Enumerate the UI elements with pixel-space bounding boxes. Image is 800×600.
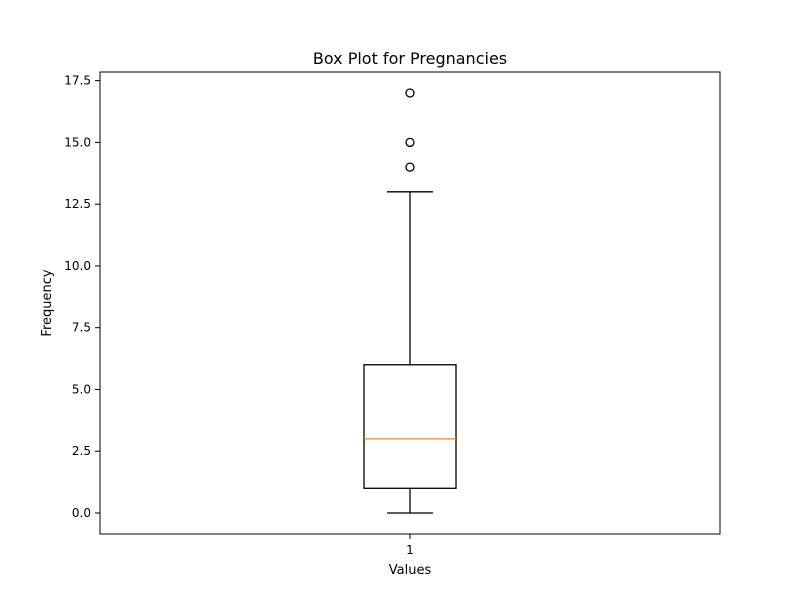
- plot-area: 0.0 2.5 5.0 7.5 10.0 12.5 15.0 17.5 1: [64, 71, 721, 557]
- chart-title: Box Plot for Pregnancies: [313, 49, 507, 68]
- y-tick-label: 7.5: [72, 321, 91, 335]
- outlier-point: [405, 137, 415, 148]
- y-tick-label: 10.0: [64, 259, 91, 273]
- y-tick-label: 17.5: [64, 74, 91, 88]
- y-tick-label: 5.0: [72, 382, 91, 396]
- y-tick-label: 0.0: [72, 506, 91, 520]
- y-tick-label: 2.5: [72, 444, 91, 458]
- box-iqr: [363, 364, 457, 489]
- x-tick-label: 1: [406, 543, 414, 557]
- outlier-point: [405, 88, 415, 98]
- y-axis-label: Frequency: [40, 269, 55, 336]
- y-tick-label: 15.0: [64, 135, 91, 149]
- outlier-point: [405, 162, 415, 172]
- x-axis-label: Values: [389, 563, 432, 578]
- y-tick-label: 12.5: [64, 197, 91, 211]
